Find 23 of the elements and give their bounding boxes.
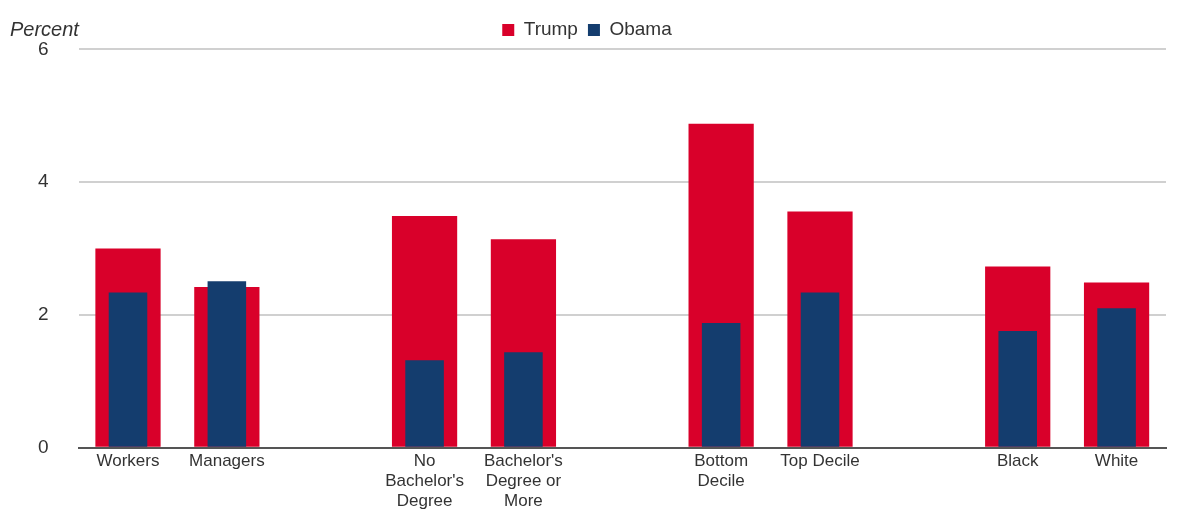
y-tick-label: 6 bbox=[37, 37, 49, 59]
x-tick-label: Managers bbox=[189, 450, 265, 470]
bar bbox=[998, 330, 1037, 447]
x-tick-label: Bachelor's Degree or More bbox=[484, 450, 563, 511]
y-tick-label: 4 bbox=[37, 170, 49, 192]
legend-label: Trump bbox=[523, 18, 578, 40]
x-tick-label: Black bbox=[996, 450, 1039, 470]
x-tick-label: White bbox=[1094, 450, 1139, 470]
y-axis-title: Percent bbox=[10, 17, 81, 40]
bar bbox=[701, 322, 741, 447]
bar bbox=[207, 281, 247, 447]
x-tick-label: No Bachelor's Degree bbox=[385, 450, 464, 511]
bar bbox=[1097, 308, 1136, 447]
bar bbox=[405, 360, 444, 447]
legend-label: Obama bbox=[609, 18, 673, 40]
bar bbox=[504, 352, 543, 447]
x-tick-label: Top Decile bbox=[780, 450, 860, 470]
x-tick-label: Workers bbox=[96, 450, 160, 470]
bar bbox=[800, 292, 840, 447]
bar bbox=[108, 292, 148, 447]
y-tick-label: 0 bbox=[37, 436, 49, 458]
x-tick-label: Bottom Decile bbox=[694, 450, 749, 491]
y-tick-label: 2 bbox=[37, 303, 49, 325]
